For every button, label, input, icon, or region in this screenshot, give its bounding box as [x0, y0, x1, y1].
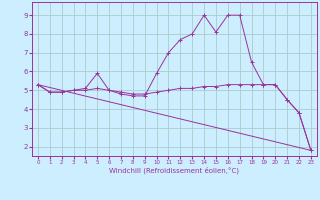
X-axis label: Windchill (Refroidissement éolien,°C): Windchill (Refroidissement éolien,°C): [109, 167, 239, 174]
